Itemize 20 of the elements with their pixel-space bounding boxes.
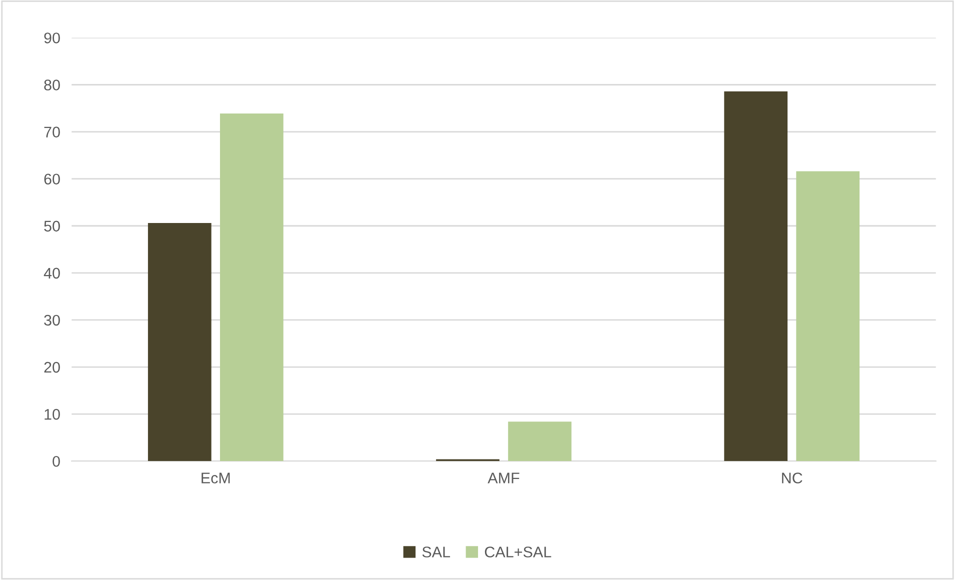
y-tick-label: 20 [44,362,60,373]
bar [724,91,788,462]
y-tick-label: 70 [44,126,60,138]
y-tick-label: 40 [44,268,60,279]
x-tick-label: AMF [488,472,520,484]
y-tick-label: 90 [44,32,60,44]
bar [220,113,284,462]
x-tick-label: EcM [202,472,230,484]
y-tick-label: 60 [44,174,60,185]
bar [148,223,212,462]
y-tick-label: 10 [44,408,60,420]
bar [508,422,572,462]
y-tick-label: 30 [44,314,60,326]
legend-label: CAL+SAL [484,546,552,558]
legend-label: SAL [422,546,450,558]
y-tick-label: 50 [44,220,60,232]
y-tick-label: 80 [44,80,60,90]
x-tick-label: NC [782,472,802,484]
y-tick-label: 0 [52,456,60,467]
bar [796,171,860,462]
